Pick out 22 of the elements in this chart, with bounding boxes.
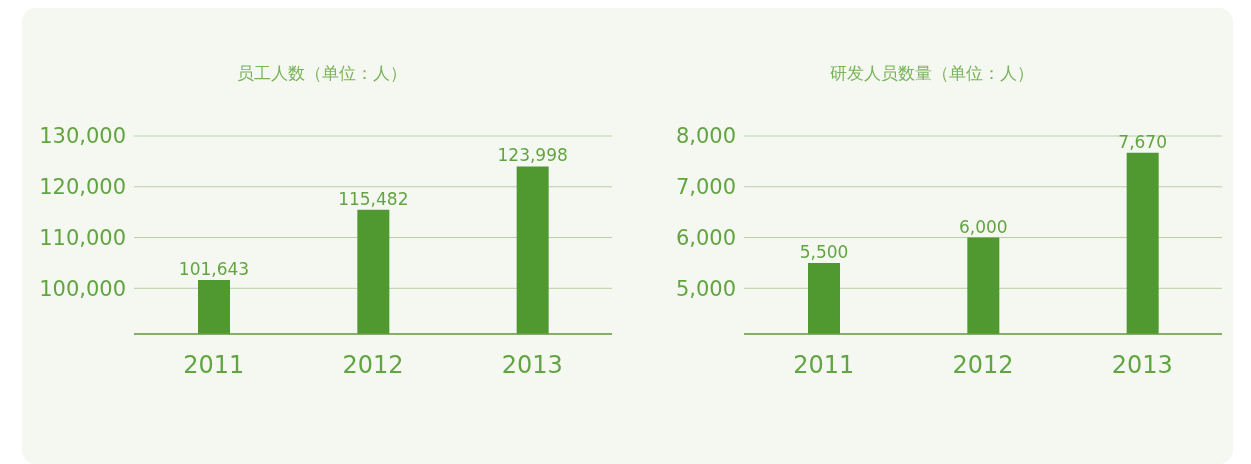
x-tick-label: 2011 [183,351,245,380]
y-tick-label: 7,000 [675,175,736,200]
data-label: 5,500 [799,241,849,262]
chart-title: 员工人数（单位：人） [236,62,408,85]
x-tick-label: 2013 [501,351,563,380]
y-tick-label: 120,000 [39,175,126,200]
chart-title: 研发人员数量（单位：人） [829,62,1035,85]
data-label: 123,998 [497,145,568,166]
x-tick-label: 2011 [793,351,855,380]
y-tick-label: 6,000 [675,225,736,250]
data-label: 6,000 [959,216,1008,237]
data-label: 7,670 [1118,131,1167,152]
data-label: 115,482 [338,188,409,209]
y-tick-label: 5,000 [675,276,736,301]
data-label: 101,643 [178,258,250,279]
y-tick-label: 8,000 [675,124,736,149]
y-tick-label: 110,000 [39,225,126,250]
y-tick-label: 130,000 [39,124,126,149]
x-tick-label: 2012 [952,351,1014,380]
y-tick-label: 100,000 [39,276,126,301]
x-tick-label: 2013 [1111,351,1173,380]
x-tick-label: 2012 [342,351,404,380]
